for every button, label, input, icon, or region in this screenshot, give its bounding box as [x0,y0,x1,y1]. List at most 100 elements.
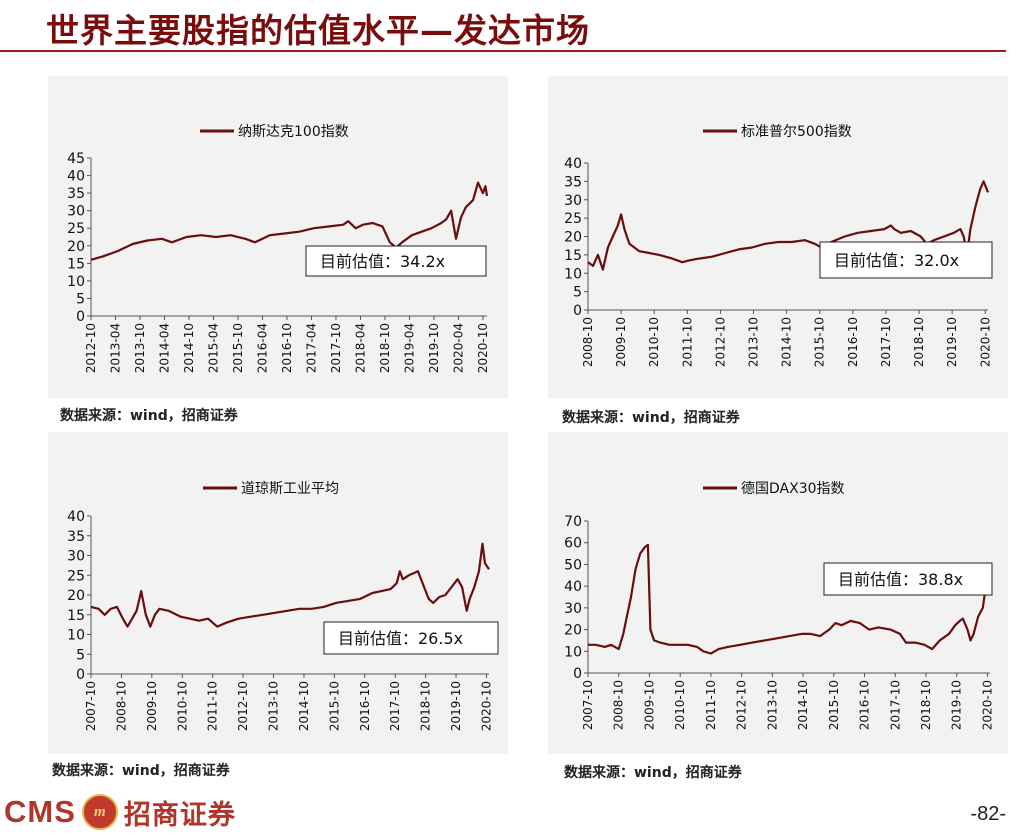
brand-logo: CMS m 招商证券 [4,792,236,832]
x-tick-label: 2011-10 [704,680,718,730]
x-tick-label: 2014-10 [796,680,810,730]
y-tick-label: 60 [564,536,582,552]
x-tick-label: 2011-10 [680,317,694,367]
valuation-annotation-box [819,241,993,279]
x-tick-label: 2014-10 [182,323,196,373]
x-tick-label: 2016-10 [858,680,872,730]
legend-label: 道琼斯工业平均 [241,481,339,497]
x-tick-label: 2012-10 [713,317,727,367]
x-tick-label: 2019-10 [449,681,463,731]
valuation-annotation-box [323,621,499,655]
y-tick-label: 25 [564,211,582,227]
legend-label: 标准普尔500指数 [741,124,852,140]
y-tick-label: 5 [76,647,85,663]
x-tick-label: 2017-10 [879,317,893,367]
valuation-annotation-text: 目前估值：38.8x [838,570,963,589]
x-tick-label: 2013-10 [765,680,779,730]
legend-label: 纳斯达克100指数 [238,124,349,140]
y-tick-label: 0 [573,303,582,319]
x-tick-label: 2011-10 [206,681,220,731]
x-tick-label: 2014-04 [157,323,171,373]
x-tick-label: 2019-10 [427,323,441,373]
y-tick-label: 40 [67,169,85,185]
chart-source-sp500: 数据来源：wind，招商证券 [562,410,740,426]
x-tick-label: 2020-10 [476,323,490,373]
x-tick-label: 2008-10 [114,681,128,731]
y-tick-label: 10 [67,628,85,644]
y-tick-label: 10 [564,266,582,282]
x-tick-label: 2007-10 [581,680,595,730]
chart-source-dow: 数据来源：wind，招商证券 [52,763,230,779]
x-tick-label: 2010-10 [175,681,189,731]
y-tick-label: 0 [76,309,85,325]
y-tick-label: 40 [67,509,85,525]
x-tick-label: 2016-10 [358,681,372,731]
x-tick-label: 2008-10 [581,317,595,367]
valuation-annotation-text: 目前估值：34.2x [320,252,445,271]
y-tick-label: 35 [564,174,582,190]
chart-svg-dow: 0 5 10 15 20 25 30 35 40 2007-10 2008-10 2009-10 201… [67,481,499,731]
valuation-annotation-box [305,245,487,277]
x-tick-label: 2020-10 [980,680,994,730]
x-tick-label: 2014-10 [780,317,794,367]
x-tick-label: 2017-10 [329,323,343,373]
series-line [90,181,489,261]
y-tick-label: 5 [573,285,582,301]
series-line [588,543,991,655]
y-tick-label: 45 [67,151,85,167]
y-tick-label: 0 [573,666,582,682]
x-tick-label: 2015-04 [206,323,220,373]
valuation-annotation-text: 目前估值：32.0x [834,251,959,270]
x-tick-label: 2009-10 [145,681,159,731]
y-tick-label: 10 [67,274,85,290]
x-tick-label: 2013-04 [108,323,122,373]
x-tick-label: 2014-10 [297,681,311,731]
x-tick-label: 2010-10 [673,680,687,730]
x-tick-label: 2013-10 [747,317,761,367]
y-tick-label: 30 [67,204,85,220]
x-tick-label: 2009-10 [642,680,656,730]
page-title: 世界主要股指的估值水平—发达市场 [46,11,590,50]
series-line [587,180,990,271]
x-tick-label: 2019-10 [950,680,964,730]
chart-panel-nasdaq: 0 5 10 15 20 25 30 35 40 45 2012-10 2013-04 2013-10 2… [48,76,508,398]
x-tick-label: 2012-10 [735,680,749,730]
brand-badge-icon: m [81,794,118,830]
x-tick-label: 2013-10 [133,323,147,373]
x-tick-label: 2008-10 [612,680,626,730]
chart-panel-dow: 0 5 10 15 20 25 30 35 40 2007-10 2008-10 2009-10 201… [48,432,508,754]
chart-panel-dax: 0 10 20 30 40 50 60 70 2007-10 2008-10 2009-10 2010… [548,432,1008,754]
x-tick-label: 2016-10 [846,317,860,367]
y-tick-label: 25 [67,568,85,584]
y-tick-label: 30 [564,601,582,617]
chart-svg-dax: 0 10 20 30 40 50 60 70 2007-10 2008-10 2009-10 2010… [564,481,994,730]
y-tick-label: 25 [67,221,85,237]
x-tick-label: 2010-10 [647,317,661,367]
title-rule [0,50,1006,52]
x-tick-label: 2018-10 [912,317,926,367]
y-tick-label: 20 [67,239,85,255]
y-tick-label: 30 [67,549,85,565]
y-tick-label: 10 [564,644,582,660]
y-tick-label: 35 [67,186,85,202]
x-tick-label: 2013-10 [267,681,281,731]
y-tick-label: 15 [67,608,85,624]
valuation-annotation-text: 目前估值：26.5x [338,629,463,648]
x-tick-label: 2019-10 [945,317,959,367]
x-tick-label: 2018-10 [378,323,392,373]
x-tick-label: 2018-10 [419,681,433,731]
x-tick-label: 2018-04 [353,323,367,373]
y-tick-label: 20 [67,588,85,604]
legend-label: 德国DAX30指数 [741,481,845,497]
y-tick-label: 0 [76,667,85,683]
x-tick-label: 2016-04 [255,323,269,373]
x-tick-label: 2017-10 [888,680,902,730]
x-tick-label: 2012-10 [84,323,98,373]
series-line [90,542,490,628]
x-tick-label: 2017-10 [388,681,402,731]
y-tick-label: 20 [564,230,582,246]
chart-panel-sp500: 0 5 10 15 20 25 30 35 40 2008-10 2009-10 2010-10 201… [548,76,1008,398]
x-tick-label: 2007-10 [84,681,98,731]
brand-chinese: 招商证券 [123,799,236,831]
